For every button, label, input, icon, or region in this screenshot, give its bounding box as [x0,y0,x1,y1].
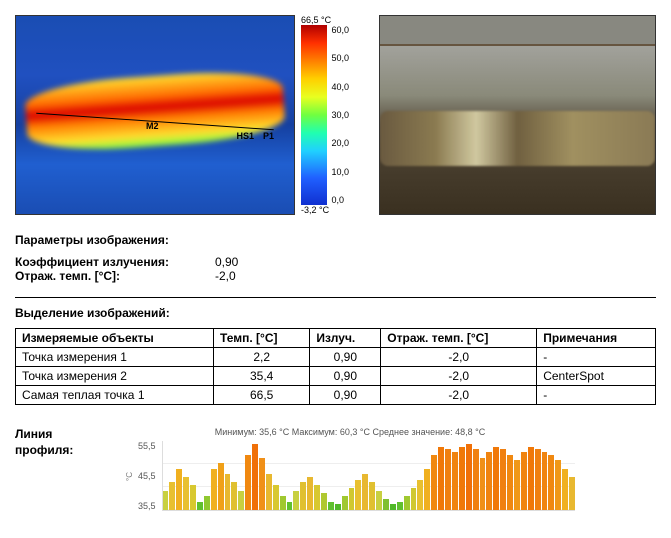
marker-p1: P1 [263,131,274,141]
bar [307,477,313,510]
bar [514,460,520,510]
bar [390,504,396,510]
bar [231,482,237,510]
bar [238,491,244,510]
thermal-panel: M2 HS1 P1 66,5 °C 60,050,040,030,020,010… [15,15,349,215]
table-row: Самая теплая точка 166,50,90-2,0- [16,386,656,405]
table-row: Точка измерения 12,20,90-2,0- [16,348,656,367]
image-row: M2 HS1 P1 66,5 °C 60,050,040,030,020,010… [15,15,656,215]
bar [438,447,444,510]
marker-hs1: HS1 [236,131,254,141]
bar [473,449,479,510]
thermal-image: M2 HS1 P1 [15,15,295,215]
bar [369,482,375,510]
bar [321,493,327,510]
profile-section: Линия профиля: Минимум: 35,6 °C Максимум… [15,427,656,517]
bar [266,474,272,510]
bar [383,499,389,510]
image-params: Параметры изображения: Коэффициент излуч… [15,233,656,283]
bar [293,491,299,510]
bar [555,460,561,510]
params-title: Параметры изображения: [15,233,656,247]
bar [218,463,224,510]
bar [431,455,437,510]
bar [397,502,403,510]
bar [445,449,451,510]
bar [542,452,548,510]
bar [349,488,355,510]
selection-title: Выделение изображений: [15,306,656,320]
bar [342,496,348,510]
bar [548,455,554,510]
table-body: Точка измерения 12,20,90-2,0-Точка измер… [16,348,656,405]
bar [411,488,417,510]
measurements-table: Измеряемые объектыТемп. [°C]Излуч.Отраж.… [15,328,656,405]
profile-chart: Минимум: 35,6 °C Максимум: 60,3 °C Средн… [125,427,575,517]
bar [528,447,534,510]
bar [335,504,341,510]
bar [197,502,203,510]
bar [507,455,513,510]
scale-bar [301,25,327,205]
color-scale: 66,5 °C 60,050,040,030,020,010,00,0 -3,2… [301,15,349,215]
param-row: Отраж. темп. [°C]:-2,0 [15,269,656,283]
scale-max: 66,5 °C [301,15,349,25]
bar [493,447,499,510]
bar [300,482,306,510]
bar [204,496,210,510]
table-header-row: Измеряемые объектыТемп. [°C]Излуч.Отраж.… [16,329,656,348]
bar [362,474,368,510]
bar [404,496,410,510]
marker-m2: M2 [146,121,159,131]
chart-stats: Минимум: 35,6 °C Максимум: 60,3 °C Средн… [125,427,575,437]
bar [314,485,320,510]
bar [452,452,458,510]
bar [245,455,251,510]
bar [480,458,486,510]
bar [459,447,465,510]
bar [466,444,472,510]
bar [183,477,189,510]
chart-bars [162,441,575,511]
bar [486,452,492,510]
bar [521,452,527,510]
bar [535,449,541,510]
scale-ticks: 60,050,040,030,020,010,00,0 [331,25,349,205]
chart-yaxis: 55,545,535,5 [138,441,162,511]
bar [273,485,279,510]
bar [328,502,334,510]
bar [252,444,258,510]
divider [15,297,656,298]
param-row: Коэффициент излучения:0,90 [15,255,656,269]
bar [376,491,382,510]
bar [569,477,575,510]
bar [424,469,430,510]
y-unit: °C [125,472,134,481]
bar [176,469,182,510]
bar [163,491,169,510]
table-row: Точка измерения 235,40,90-2,0CenterSpot [16,367,656,386]
scale-min: -3,2 °C [301,205,349,215]
params-rows: Коэффициент излучения:0,90Отраж. темп. [… [15,255,656,283]
bar [280,496,286,510]
photo-image [379,15,656,215]
bar [169,482,175,510]
bar [417,480,423,510]
bar [190,485,196,510]
bar [225,474,231,510]
bar [562,469,568,510]
profile-label: Линия профиля: [15,427,95,458]
bar [259,458,265,510]
bar [355,480,361,510]
bar [287,502,293,510]
bar [500,449,506,510]
bar [211,469,217,510]
